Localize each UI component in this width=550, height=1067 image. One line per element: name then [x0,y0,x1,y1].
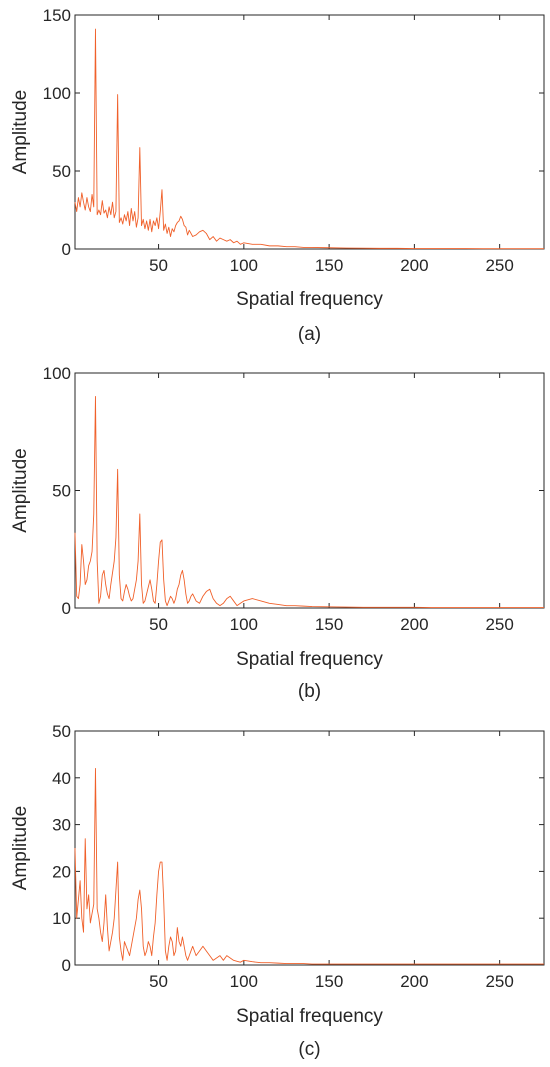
x-tick-label: 100 [230,256,258,275]
y-tick-label: 0 [62,599,71,618]
x-tick-label: 50 [149,256,168,275]
series-line-a [74,28,544,250]
y-tick-label: 100 [43,84,71,103]
x-tick-label: 100 [230,972,258,991]
x-tick-label: 50 [149,615,168,634]
axes-frame [74,730,545,966]
y-axis-label: Amplitude [10,90,31,175]
x-axis-label: Spatial frequency [236,1006,383,1027]
axes-frame [74,372,545,609]
y-tick-label: 30 [52,816,71,835]
y-tick-label: 50 [52,162,71,181]
x-tick-label: 200 [400,615,428,634]
panel-caption: (a) [298,324,321,345]
y-tick-label: 150 [43,6,71,25]
y-axis-label: Amplitude [10,448,31,533]
chart-panel-b: 50 100 150 200 250 0 50 100 Spatial frequency Amp… [10,364,545,702]
y-tick-label: 40 [52,769,71,788]
chart-panel-c: 50 100 150 200 250 0 10 20 30 40 50 Spatial frequen… [10,722,545,1060]
x-axis-label: Spatial frequency [236,649,383,670]
x-tick-label: 150 [315,972,343,991]
y-tick-label: 0 [62,956,71,975]
series-line-c [74,767,544,965]
axes-frame [74,14,545,250]
y-tick-label: 50 [52,722,71,741]
chart-panel-a: 50 100 150 200 250 0 50 100 150 Spatial frequency… [10,6,545,345]
x-axis-label: Spatial frequency [236,289,383,310]
y-tick-label: 50 [52,482,71,501]
x-tick-label: 50 [149,972,168,991]
series-line-b [74,396,544,608]
x-tick-label: 250 [485,972,513,991]
x-tick-label: 200 [400,256,428,275]
x-tick-label: 250 [485,615,513,634]
y-tick-label: 20 [52,862,71,881]
x-tick-label: 150 [315,256,343,275]
x-tick-label: 150 [315,615,343,634]
y-tick-label: 100 [43,364,71,383]
y-tick-label: 0 [62,240,71,259]
y-tick-label: 10 [52,909,71,928]
y-axis-label: Amplitude [10,806,31,891]
x-tick-label: 200 [400,972,428,991]
x-tick-label: 100 [230,615,258,634]
x-tick-label: 250 [485,256,513,275]
panel-caption: (c) [298,1039,320,1060]
panel-caption: (b) [298,681,321,702]
